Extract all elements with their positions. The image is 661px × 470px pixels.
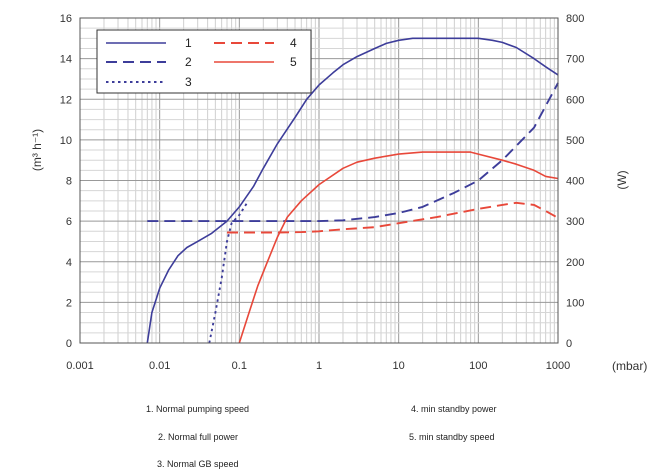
series-layer xyxy=(146,37,559,344)
right-axis-ticks: 0 100 200 300 400 500 600 700 800 xyxy=(566,13,584,350)
caption-3: 3. Normal GB speed xyxy=(157,459,239,469)
x-axis-ticks: 0.001 0.01 0.1 1 10 100 1000 xyxy=(66,360,570,372)
left-tick-label: 6 xyxy=(66,216,72,228)
right-tick-label: 0 xyxy=(566,338,572,350)
x-tick-label: 10 xyxy=(393,360,405,372)
right-tick-label: 300 xyxy=(566,216,584,228)
series-line-4 xyxy=(227,201,559,234)
right-tick-label: 200 xyxy=(566,257,584,269)
left-tick-label: 10 xyxy=(60,135,72,147)
plot-frame xyxy=(79,17,559,344)
legend-label-3: 3 xyxy=(185,75,192,89)
left-tick-label: 4 xyxy=(66,257,72,269)
series-line-1 xyxy=(146,37,559,344)
x-tick-label: 1000 xyxy=(546,360,570,372)
left-tick-label: 2 xyxy=(66,297,72,309)
x-tick-label: 100 xyxy=(469,360,487,372)
left-tick-label: 12 xyxy=(60,94,72,106)
series-line-2 xyxy=(147,82,559,223)
right-tick-label: 400 xyxy=(566,176,584,188)
left-axis-label: (m³ h⁻¹) xyxy=(30,129,44,171)
caption-1: 1. Normal pumping speed xyxy=(146,404,250,414)
caption-2: 2. Normal full power xyxy=(158,432,239,442)
right-tick-label: 100 xyxy=(566,297,584,309)
right-tick-label: 500 xyxy=(566,135,584,147)
caption-5: 5. min standby speed xyxy=(409,432,495,442)
left-tick-label: 16 xyxy=(60,13,72,25)
left-tick-label: 0 xyxy=(66,338,72,350)
series-line-3 xyxy=(208,200,250,344)
legend-label-5: 5 xyxy=(290,55,297,69)
x-axis-label: (mbar) xyxy=(612,359,647,373)
right-tick-label: 700 xyxy=(566,54,584,66)
chart-legend: 1 2 3 4 5 xyxy=(96,29,312,94)
right-tick-label: 600 xyxy=(566,94,584,106)
left-axis-ticks: 0 2 4 6 8 10 12 14 16 xyxy=(60,13,72,350)
x-tick-label: 0.1 xyxy=(232,360,247,372)
x-tick-label: 1 xyxy=(316,360,322,372)
left-tick-label: 14 xyxy=(60,54,72,66)
legend-label-2: 2 xyxy=(185,55,192,69)
x-tick-label: 0.01 xyxy=(149,360,170,372)
legend-label-1: 1 xyxy=(185,36,192,50)
legend-label-4: 4 xyxy=(290,36,297,50)
caption-4: 4. min standby power xyxy=(411,404,497,414)
left-tick-label: 8 xyxy=(66,176,72,188)
right-axis-label: (W) xyxy=(615,170,629,189)
series-line-5 xyxy=(238,151,559,344)
x-tick-label: 0.001 xyxy=(66,360,94,372)
right-tick-label: 800 xyxy=(566,13,584,25)
